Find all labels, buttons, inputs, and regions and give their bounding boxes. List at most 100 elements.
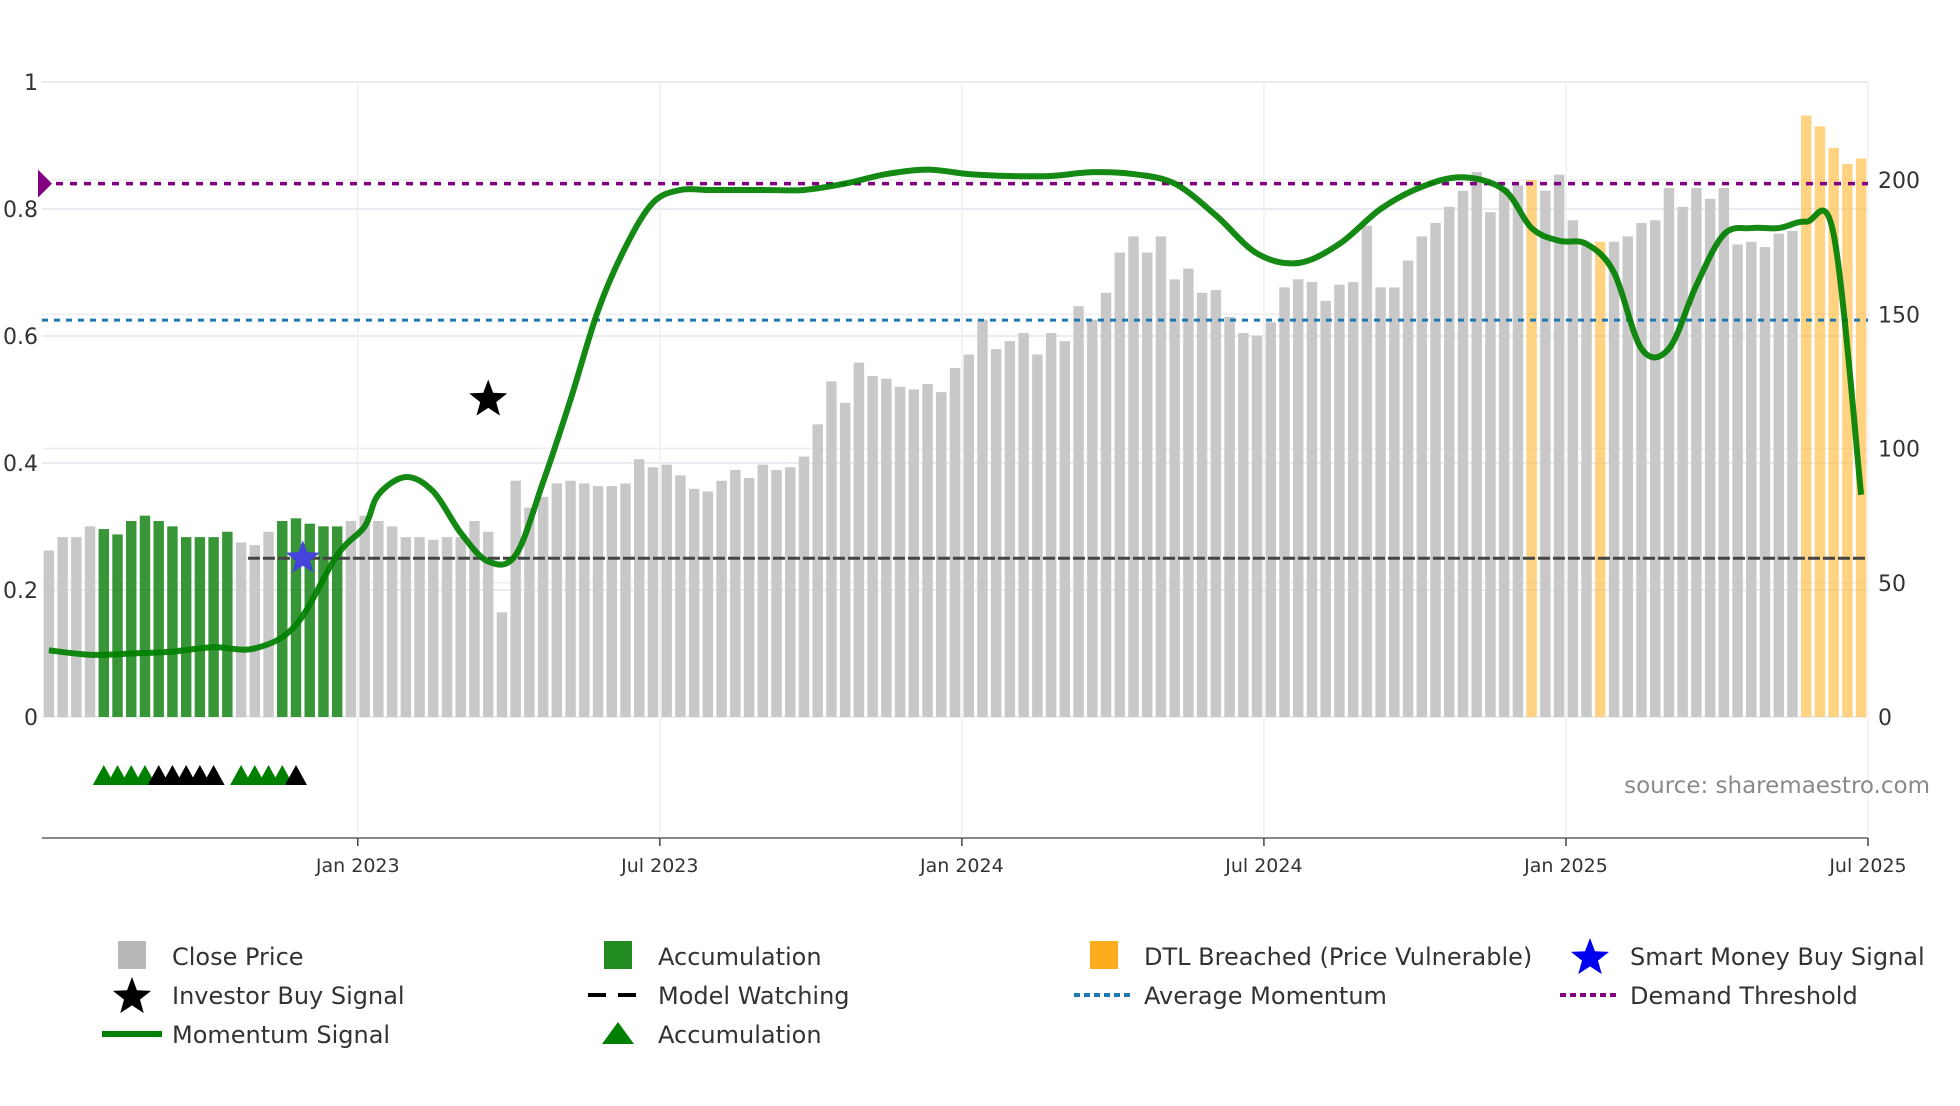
left-axis-tick-label: 0.2 bbox=[3, 579, 38, 604]
price-bar bbox=[208, 537, 219, 717]
right-axis-tick-label: 100 bbox=[1878, 438, 1920, 463]
price-bar bbox=[43, 550, 55, 717]
accumulation-triangle-icon bbox=[284, 765, 307, 785]
price-bar bbox=[990, 349, 1002, 717]
legend-item: Smart Money Buy Signal bbox=[1570, 938, 1925, 975]
left-axis-tick-label: 0.6 bbox=[3, 325, 38, 350]
price-bar bbox=[1567, 220, 1579, 717]
price-bar bbox=[1581, 244, 1592, 717]
price-bar bbox=[373, 520, 384, 717]
price-bar bbox=[1649, 220, 1661, 717]
price-bar bbox=[647, 467, 659, 717]
price-bar bbox=[592, 486, 604, 717]
price-bar bbox=[318, 526, 329, 717]
price-bar bbox=[1100, 292, 1112, 717]
price-bar bbox=[1608, 241, 1620, 717]
legend-item: Investor Buy Signal bbox=[112, 977, 405, 1014]
left-axis-tick-label: 0.4 bbox=[3, 452, 38, 477]
price-bar bbox=[620, 483, 631, 717]
legend-star-icon bbox=[112, 977, 152, 1014]
legend-label: Demand Threshold bbox=[1630, 982, 1858, 1010]
price-bar bbox=[510, 480, 521, 717]
price-bar bbox=[839, 402, 851, 717]
price-bar bbox=[1375, 287, 1386, 717]
legend-item: Demand Threshold bbox=[1560, 982, 1858, 1010]
legend-label: Accumulation bbox=[658, 943, 822, 971]
price-bar bbox=[71, 537, 82, 717]
price-bar bbox=[1595, 241, 1606, 717]
price-bar bbox=[469, 520, 480, 717]
price-bar bbox=[1636, 222, 1647, 717]
reference-lines bbox=[38, 169, 1868, 560]
price-bar bbox=[222, 531, 233, 717]
price-bar bbox=[977, 319, 988, 717]
price-bar bbox=[263, 531, 274, 717]
price-bar bbox=[57, 537, 68, 717]
price-bar bbox=[702, 491, 714, 717]
price-bar bbox=[812, 424, 823, 717]
price-bar bbox=[1087, 319, 1098, 717]
price-bar bbox=[1663, 188, 1675, 717]
price-bar bbox=[1553, 174, 1565, 717]
price-bar bbox=[1773, 233, 1784, 717]
x-axis-tick-label: Jan 2023 bbox=[315, 855, 400, 877]
price-bar bbox=[1347, 282, 1359, 717]
price-bar bbox=[414, 537, 425, 717]
price-bar bbox=[1073, 306, 1084, 717]
price-bar bbox=[359, 515, 370, 717]
price-bar bbox=[963, 354, 974, 717]
legend-star-icon bbox=[1570, 938, 1610, 975]
gridlines bbox=[42, 81, 1869, 835]
investor-buy-star-icon bbox=[469, 379, 508, 416]
price-bar bbox=[1334, 284, 1345, 717]
price-bar bbox=[1293, 279, 1304, 717]
price-bar bbox=[1196, 292, 1208, 717]
legend-swatch-icon bbox=[1090, 941, 1118, 969]
price-bar bbox=[1279, 287, 1290, 717]
price-bar bbox=[441, 537, 453, 717]
price-bar bbox=[826, 381, 837, 717]
price-bar bbox=[1444, 206, 1455, 717]
price-bar bbox=[1677, 206, 1688, 717]
price-bar bbox=[716, 480, 727, 717]
legend-triangle-icon bbox=[602, 1022, 634, 1044]
price-bar bbox=[126, 520, 137, 717]
price-bar bbox=[853, 362, 865, 717]
price-bar bbox=[1265, 322, 1276, 717]
legend-item: Average Momentum bbox=[1074, 982, 1387, 1010]
price-bar bbox=[1718, 188, 1730, 717]
demand-threshold-marker-icon bbox=[38, 169, 52, 198]
price-bar bbox=[894, 386, 906, 717]
price-bar bbox=[1842, 163, 1853, 717]
price-bar bbox=[1526, 180, 1537, 717]
price-bar bbox=[1361, 225, 1373, 717]
left-axis-tick-label: 0 bbox=[24, 706, 38, 731]
price-bar bbox=[1485, 212, 1496, 717]
left-axis-tick-label: 1 bbox=[24, 71, 38, 96]
price-bar bbox=[1320, 300, 1331, 717]
price-bar bbox=[1622, 236, 1633, 717]
price-bar bbox=[139, 515, 151, 717]
price-bar bbox=[386, 526, 398, 717]
price-bar bbox=[304, 523, 315, 717]
price-bar bbox=[1471, 171, 1482, 717]
price-bar bbox=[1128, 236, 1139, 717]
price-bar bbox=[936, 392, 947, 717]
price-bar bbox=[1691, 188, 1702, 717]
price-bar bbox=[1169, 279, 1180, 717]
legend-label: Average Momentum bbox=[1144, 982, 1387, 1010]
price-bar bbox=[1746, 241, 1757, 717]
momentum-signal-line bbox=[48, 166, 1865, 658]
price-bar bbox=[1306, 282, 1318, 717]
price-bar bbox=[565, 480, 576, 717]
price-bar bbox=[785, 467, 796, 717]
legend-swatch-icon bbox=[118, 941, 146, 969]
price-bar bbox=[194, 537, 206, 717]
price-bar bbox=[1814, 126, 1826, 718]
price-bar bbox=[1004, 341, 1016, 717]
legend-label: Smart Money Buy Signal bbox=[1630, 943, 1925, 971]
source-annotation: source: sharemaestro.com bbox=[1624, 773, 1930, 799]
price-bar bbox=[798, 456, 810, 717]
